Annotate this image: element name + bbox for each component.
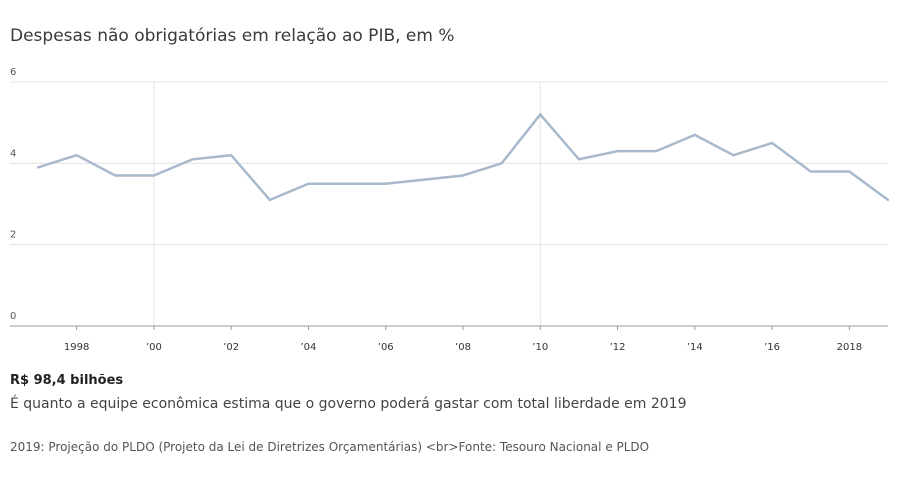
data-point [654, 149, 658, 153]
data-point [114, 174, 117, 177]
x-tick-label: ’06 [378, 342, 394, 353]
x-tick-label: ’12 [610, 342, 626, 353]
data-point [36, 166, 40, 169]
data-point [886, 198, 890, 202]
data-point [461, 174, 465, 177]
source-note: 2019: Projeção do PLDO (Projeto da Lei d… [10, 440, 650, 454]
data-point [307, 182, 310, 185]
series-line [37, 112, 889, 202]
data-point [539, 113, 542, 116]
x-tick-label: ’10 [532, 342, 548, 353]
y-tick-label: 6 [10, 67, 16, 78]
data-point [577, 158, 581, 161]
data-point [75, 154, 78, 157]
x-tick-label: 1998 [64, 342, 89, 353]
x-tick-label: ’02 [223, 342, 239, 353]
x-tick-label: ’04 [301, 342, 317, 353]
data-point [268, 198, 272, 202]
data-point [500, 162, 503, 165]
data-point [191, 158, 194, 161]
line-chart: 0 2 4 6 1998 ’00 ’02 ’04 ’06 ’08 ’10 ’12 ’14 ’16 2018 [10, 67, 890, 353]
data-point [152, 174, 156, 177]
highlight-description: É quanto a equipe econômica estima que o… [10, 396, 687, 412]
x-tick-label: ’16 [764, 342, 780, 353]
data-point [345, 182, 349, 185]
data-point [809, 170, 812, 173]
data-point [770, 141, 774, 145]
y-tick-label: 0 [10, 311, 16, 322]
chart-title: Despesas não obrigatórias em relação ao … [10, 26, 455, 46]
x-tick-label: ’00 [146, 342, 162, 353]
highlight-value: R$ 98,4 bilhões [10, 373, 124, 388]
data-point [693, 133, 697, 137]
data-point [616, 149, 619, 153]
y-tick-label: 4 [10, 148, 16, 159]
data-point [732, 154, 735, 157]
data-point [384, 182, 387, 185]
y-tick-label: 2 [10, 230, 16, 241]
data-point [229, 154, 233, 157]
x-tick-label: ’14 [687, 342, 703, 353]
data-point [423, 178, 426, 181]
data-point [848, 170, 851, 173]
x-tick-label: 2018 [837, 342, 862, 353]
x-tick-label: ’08 [455, 342, 471, 353]
